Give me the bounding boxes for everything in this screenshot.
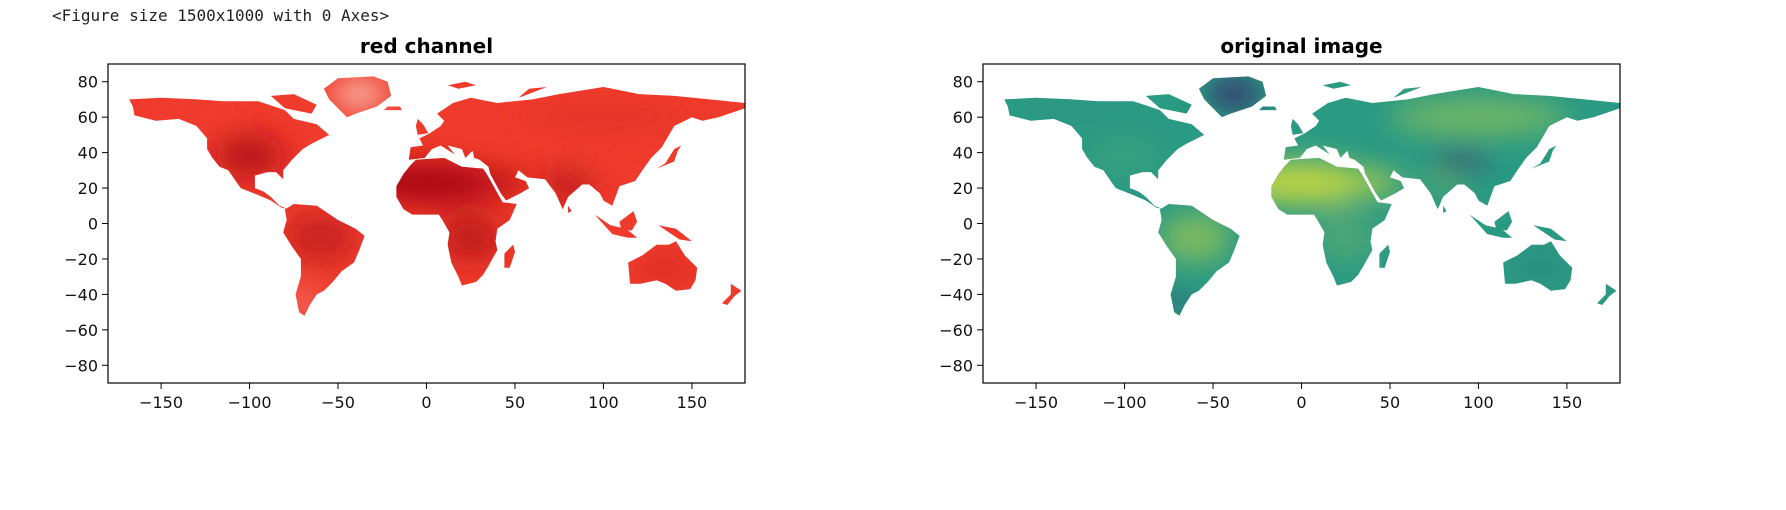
red-channel-chart: red channel −150 −100 −50 0 50 100 150 80 60 40 20 0… bbox=[64, 36, 746, 412]
heatmap-region bbox=[438, 212, 503, 263]
x-tick-label: 100 bbox=[1463, 393, 1494, 412]
y-tick-label: 80 bbox=[953, 73, 973, 92]
heatmap-region bbox=[1313, 212, 1378, 263]
original-image-chart: original image −150 −100 −50 0 50 100 150 80 60 40… bbox=[939, 36, 1621, 412]
y-tick-label: 40 bbox=[953, 144, 973, 163]
x-tick-label: 0 bbox=[1296, 393, 1306, 412]
y-tick-label: 60 bbox=[78, 108, 98, 127]
figure-output-text: <Figure size 1500x1000 with 0 Axes> bbox=[52, 6, 390, 25]
heatmap-region bbox=[1089, 138, 1160, 174]
x-tick-label: 150 bbox=[677, 393, 708, 412]
y-tick-label: −80 bbox=[939, 356, 973, 375]
heatmap-region bbox=[330, 79, 388, 109]
chart-title: red channel bbox=[360, 36, 493, 58]
heatmap-region bbox=[284, 212, 356, 263]
heatmap-region bbox=[152, 97, 241, 119]
x-tick-label: −100 bbox=[1103, 393, 1147, 412]
heatmap-region bbox=[1432, 150, 1490, 173]
x-tick-label: −50 bbox=[1196, 393, 1230, 412]
y-tick-label: −20 bbox=[939, 250, 973, 269]
heatmap-region bbox=[1389, 99, 1567, 135]
y-tick-label: −40 bbox=[64, 285, 98, 304]
red-channel-panel: red channel −150 −100 −50 0 50 100 150 80 60 40 20 0… bbox=[60, 36, 930, 506]
y-tick-label: 60 bbox=[953, 108, 973, 127]
chart-title: original image bbox=[1220, 36, 1382, 58]
x-tick-label: −150 bbox=[139, 393, 183, 412]
heatmap-region bbox=[1205, 79, 1263, 109]
y-tick-label: −60 bbox=[939, 321, 973, 340]
y-tick-label: 0 bbox=[88, 215, 98, 234]
y-tick-label: −20 bbox=[64, 250, 98, 269]
y-tick-label: −60 bbox=[64, 321, 98, 340]
y-tick-label: −80 bbox=[64, 356, 98, 375]
y-tick-label: 20 bbox=[78, 179, 98, 198]
heatmap-region bbox=[633, 250, 698, 286]
original-image-panel: original image −150 −100 −50 0 50 100 150 80 60 40… bbox=[935, 36, 1786, 506]
x-tick-label: 50 bbox=[505, 393, 525, 412]
x-tick-label: 100 bbox=[588, 393, 619, 412]
x-tick-label: 50 bbox=[1380, 393, 1400, 412]
heatmap-region bbox=[564, 152, 607, 171]
x-tick-label: 150 bbox=[1552, 393, 1583, 412]
heatmap-region bbox=[214, 134, 285, 178]
heatmap-region bbox=[1027, 97, 1116, 119]
x-tick-label: −150 bbox=[1014, 393, 1058, 412]
y-tick-label: 80 bbox=[78, 73, 98, 92]
y-tick-label: 20 bbox=[953, 179, 973, 198]
x-tick-label: 0 bbox=[421, 393, 431, 412]
x-tick-label: −50 bbox=[321, 393, 355, 412]
y-tick-label: 40 bbox=[78, 144, 98, 163]
y-tick-label: −40 bbox=[939, 285, 973, 304]
heatmap-region bbox=[1508, 250, 1573, 286]
y-tick-label: 0 bbox=[963, 215, 973, 234]
heatmap-region bbox=[514, 99, 692, 135]
heatmap-region bbox=[1159, 212, 1231, 263]
x-tick-label: −100 bbox=[228, 393, 272, 412]
